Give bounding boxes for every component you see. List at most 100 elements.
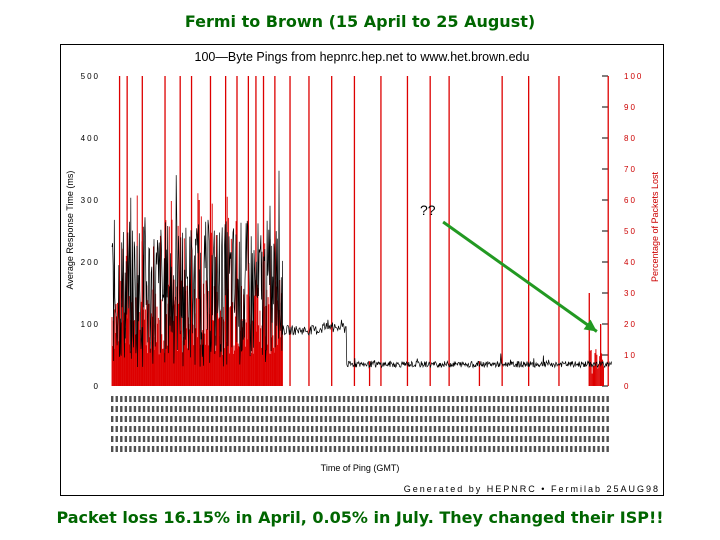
x-tick-glyph xyxy=(520,406,523,412)
x-tick-glyph xyxy=(261,436,264,442)
x-tick-glyph xyxy=(606,406,609,412)
x-tick-glyph xyxy=(201,396,205,402)
x-tick-glyph xyxy=(601,416,605,422)
x-tick-glyph xyxy=(442,396,446,402)
x-tick-glyph xyxy=(120,396,123,402)
x-tick-glyph xyxy=(442,406,446,412)
x-tick-glyph xyxy=(315,416,318,422)
x-tick-glyph xyxy=(606,426,609,432)
x-tick-glyph xyxy=(461,416,464,422)
x-tick-glyph xyxy=(242,406,246,412)
y-tick-left: 400 xyxy=(81,134,100,143)
x-tick-glyph xyxy=(129,416,132,422)
x-tick-glyph xyxy=(251,416,255,422)
x-tick-glyph xyxy=(211,406,214,412)
x-tick-glyph xyxy=(529,416,532,422)
x-tick-glyph xyxy=(192,406,196,412)
x-tick-glyph xyxy=(533,406,537,412)
x-tick-glyph xyxy=(365,446,368,452)
x-tick-glyph xyxy=(401,446,405,452)
x-tick-glyph xyxy=(401,406,405,412)
x-tick-glyph xyxy=(170,446,173,452)
x-tick-glyph xyxy=(492,396,496,402)
x-tick-glyph xyxy=(388,446,391,452)
x-tick-glyph xyxy=(542,436,546,442)
plot-title: 100—Byte Pings from hepnrc.hep.net to ww… xyxy=(194,50,530,64)
x-tick-glyph xyxy=(279,446,282,452)
x-tick-glyph xyxy=(542,396,546,402)
x-tick-glyph xyxy=(511,436,514,442)
x-tick-glyph xyxy=(342,396,346,402)
x-tick-glyph xyxy=(401,416,405,422)
x-tick-glyph xyxy=(147,416,150,422)
x-tick-glyph xyxy=(451,396,455,402)
x-tick-glyph xyxy=(211,426,214,432)
x-tick-glyph xyxy=(551,416,555,422)
x-tick-glyph xyxy=(392,406,396,412)
x-tick-glyph xyxy=(388,406,391,412)
x-tick-glyph xyxy=(183,436,187,442)
x-tick-glyph xyxy=(479,406,482,412)
x-tick-glyph xyxy=(351,436,355,442)
x-tick-glyph xyxy=(556,406,559,412)
x-tick-glyph xyxy=(297,396,300,402)
x-tick-glyph xyxy=(520,426,523,432)
x-tick-glyph xyxy=(283,426,287,432)
x-tick-glyph xyxy=(320,416,323,422)
x-tick-glyph xyxy=(156,416,159,422)
x-tick-glyph xyxy=(333,406,337,412)
x-tick-glyph xyxy=(529,396,532,402)
x-tick-glyph xyxy=(161,446,164,452)
x-tick-glyph xyxy=(524,446,528,452)
x-tick-glyph xyxy=(174,436,178,442)
x-tick-glyph xyxy=(279,406,282,412)
x-tick-glyph xyxy=(456,436,459,442)
x-tick-glyph xyxy=(138,436,141,442)
x-tick-glyph xyxy=(292,436,296,442)
x-tick-glyph xyxy=(379,396,382,402)
x-tick-glyph xyxy=(538,426,541,432)
x-tick-glyph xyxy=(351,406,355,412)
x-tick-glyph xyxy=(311,446,314,452)
x-tick-glyph xyxy=(333,436,337,442)
x-tick-glyph xyxy=(133,436,137,442)
x-tick-glyph xyxy=(511,446,514,452)
x-tick-glyph xyxy=(215,426,218,432)
x-tick-glyph xyxy=(397,416,400,422)
x-tick-glyph xyxy=(229,446,232,452)
x-tick-glyph xyxy=(388,436,391,442)
x-tick-glyph xyxy=(311,396,314,402)
x-tick-glyph xyxy=(474,396,478,402)
x-tick-glyph xyxy=(242,396,246,402)
x-tick-glyph xyxy=(370,396,373,402)
x-tick-glyph xyxy=(188,446,191,452)
x-tick-glyph xyxy=(470,416,473,422)
x-tick-glyph xyxy=(261,426,264,432)
x-tick-glyph xyxy=(501,396,505,402)
x-tick-glyph xyxy=(142,426,146,432)
x-tick-glyph xyxy=(497,416,500,422)
x-tick-glyph xyxy=(579,406,582,412)
x-tick-glyph xyxy=(488,426,491,432)
x-tick-glyph xyxy=(129,406,132,412)
x-tick-glyph xyxy=(561,406,564,412)
x-tick-glyph xyxy=(224,426,228,432)
x-tick-glyph xyxy=(224,416,228,422)
x-tick-glyph xyxy=(361,426,364,432)
x-tick-glyph xyxy=(142,446,146,452)
x-tick-glyph xyxy=(265,416,268,422)
x-tick-glyph xyxy=(320,426,323,432)
x-tick-glyph xyxy=(247,396,250,402)
x-tick-glyph xyxy=(211,396,214,402)
x-tick-glyph xyxy=(292,446,296,452)
x-tick-glyph xyxy=(506,436,509,442)
x-tick-glyph xyxy=(556,396,559,402)
x-tick-glyph xyxy=(120,406,123,412)
x-tick-glyph xyxy=(165,426,168,432)
x-tick-glyph xyxy=(388,426,391,432)
x-tick-glyph xyxy=(470,446,473,452)
x-tick-glyph xyxy=(451,416,455,422)
x-tick-glyph xyxy=(506,446,509,452)
x-tick-glyph xyxy=(265,426,268,432)
x-tick-glyph xyxy=(551,446,555,452)
